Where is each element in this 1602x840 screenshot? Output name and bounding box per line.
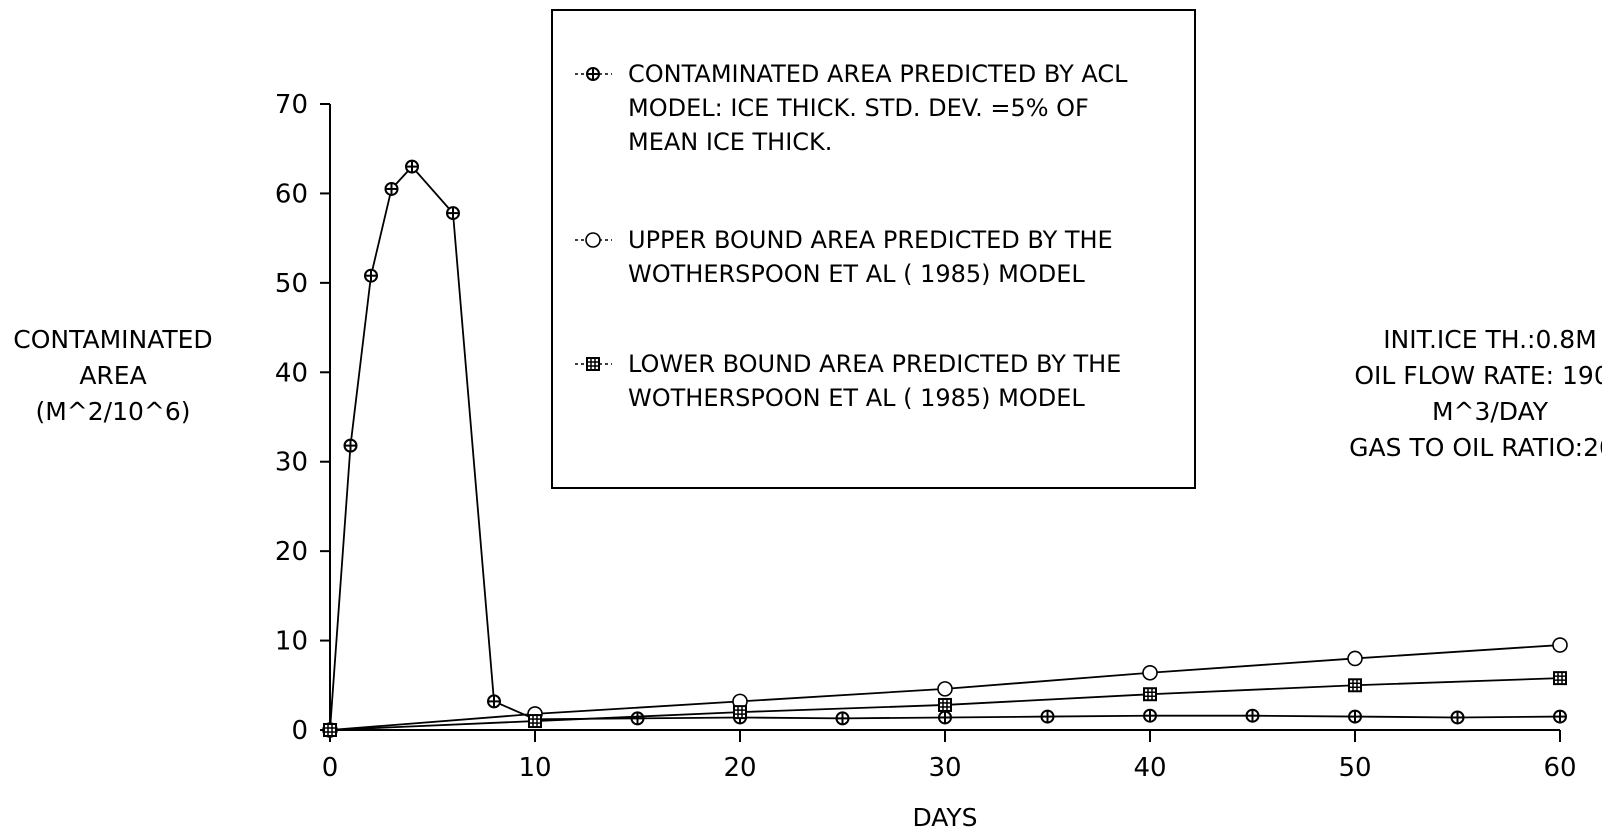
y-tick-label: 60 <box>275 179 308 209</box>
data-point-open-circle <box>1347 650 1363 667</box>
data-point-crossed-diamond <box>1245 708 1260 723</box>
y-tick-label: 70 <box>275 90 308 120</box>
marker-shape <box>937 681 953 697</box>
legend-entry-text: UPPER BOUND AREA PREDICTED BY THE <box>628 226 1113 254</box>
data-point-crossed-diamond <box>835 711 850 726</box>
data-point-hatched-square <box>938 697 952 712</box>
data-point-crossed-diamond <box>384 181 399 196</box>
data-point-hatched-square <box>528 714 542 729</box>
data-point-crossed-diamond <box>586 67 600 81</box>
annotation-line: GAS TO OIL RATIO:200 <box>1349 433 1602 462</box>
y-axis-label-line: CONTAMINATED <box>13 325 212 354</box>
y-tick-label: 20 <box>275 537 308 567</box>
data-point-crossed-diamond <box>1143 708 1157 723</box>
annotation-line: OIL FLOW RATE: 1900 <box>1354 361 1602 390</box>
y-axis-label-line: (M^2/10^6) <box>35 397 190 426</box>
marker-shape <box>1143 687 1157 702</box>
y-tick-label: 0 <box>291 716 308 746</box>
data-point-crossed-diamond <box>487 694 501 709</box>
data-point-hatched-square <box>733 705 747 720</box>
x-tick-label: 40 <box>1133 753 1166 783</box>
data-point-hatched-square <box>586 357 600 371</box>
y-tick-label: 50 <box>275 269 308 299</box>
marker-shape <box>586 357 600 371</box>
y-tick-label: 30 <box>275 448 308 478</box>
x-axis-label: DAYS <box>912 803 977 832</box>
legend-entry-text: WOTHERSPOON ET AL ( 1985) MODEL <box>628 260 1085 288</box>
data-point-crossed-diamond <box>405 159 419 174</box>
legend-entry-text: MEAN ICE THICK. <box>628 128 832 156</box>
data-point-crossed-diamond <box>1450 710 1465 725</box>
x-tick-label: 50 <box>1338 753 1371 783</box>
x-tick-label: 10 <box>518 753 551 783</box>
annotation-line: INIT.ICE TH.:0.8M <box>1383 325 1597 354</box>
series-layer <box>322 159 1568 738</box>
run-parameters-annotation: INIT.ICE TH.:0.8M OIL FLOW RATE: 1900 M^3/… <box>1349 325 1602 462</box>
data-point-crossed-diamond <box>364 268 378 283</box>
data-point-crossed-diamond <box>1553 709 1567 724</box>
legend: CONTAMINATED AREA PREDICTED BY ACL MODEL:… <box>551 9 1196 489</box>
series-line <box>329 165 1561 731</box>
data-point-hatched-square <box>1553 671 1567 686</box>
data-point-crossed-diamond <box>630 711 645 726</box>
legend-entry-text: CONTAMINATED AREA PREDICTED BY ACL <box>628 60 1128 88</box>
x-tick-label: 60 <box>1543 753 1576 783</box>
data-point-crossed-diamond <box>938 710 952 725</box>
x-tick-label: 30 <box>928 753 961 783</box>
y-axis-label-line: AREA <box>79 361 146 390</box>
data-point-crossed-diamond <box>1040 709 1055 724</box>
axes: 0 10 20 30 40 50 60 70 0 10 20 30 40 50 60 <box>275 90 1577 783</box>
annotation-line: M^3/DAY <box>1432 397 1549 426</box>
data-point-hatched-square <box>1143 687 1157 702</box>
marker-shape <box>1552 637 1568 653</box>
marker-shape <box>733 705 747 720</box>
marker-shape <box>938 697 952 712</box>
data-point-open-circle <box>1142 664 1158 681</box>
marker-shape <box>528 714 542 729</box>
y-tick-label: 10 <box>275 627 308 657</box>
data-point-open-circle <box>585 232 601 248</box>
data-point-crossed-diamond <box>1348 709 1362 724</box>
marker-shape <box>323 723 337 737</box>
data-point-open-circle <box>1552 637 1568 653</box>
data-point-open-circle <box>937 681 953 697</box>
marker-shape <box>1142 664 1158 681</box>
y-tick-label: 40 <box>275 358 308 388</box>
legend-entry-text: MODEL: ICE THICK. STD. DEV. =5% OF <box>628 94 1089 122</box>
data-point-hatched-square <box>323 723 337 737</box>
legend-entry-text: WOTHERSPOON ET AL ( 1985) MODEL <box>628 384 1085 412</box>
data-point-crossed-diamond <box>343 438 358 453</box>
marker-shape <box>1347 650 1363 667</box>
data-point-hatched-square <box>1348 678 1362 693</box>
series-crossed-diamond <box>323 159 1567 737</box>
series-hatched-square <box>323 671 1567 737</box>
marker-shape <box>1348 678 1362 693</box>
legend-entry-text: LOWER BOUND AREA PREDICTED BY THE <box>628 350 1121 378</box>
y-axis-label: CONTAMINATED AREA (M^2/10^6) <box>13 325 212 426</box>
x-tick-label: 0 <box>322 753 339 783</box>
marker-shape <box>1553 671 1567 686</box>
legend-box <box>551 9 1196 489</box>
data-point-crossed-diamond <box>446 206 460 221</box>
marker-shape <box>585 232 601 248</box>
x-tick-label: 20 <box>723 753 756 783</box>
